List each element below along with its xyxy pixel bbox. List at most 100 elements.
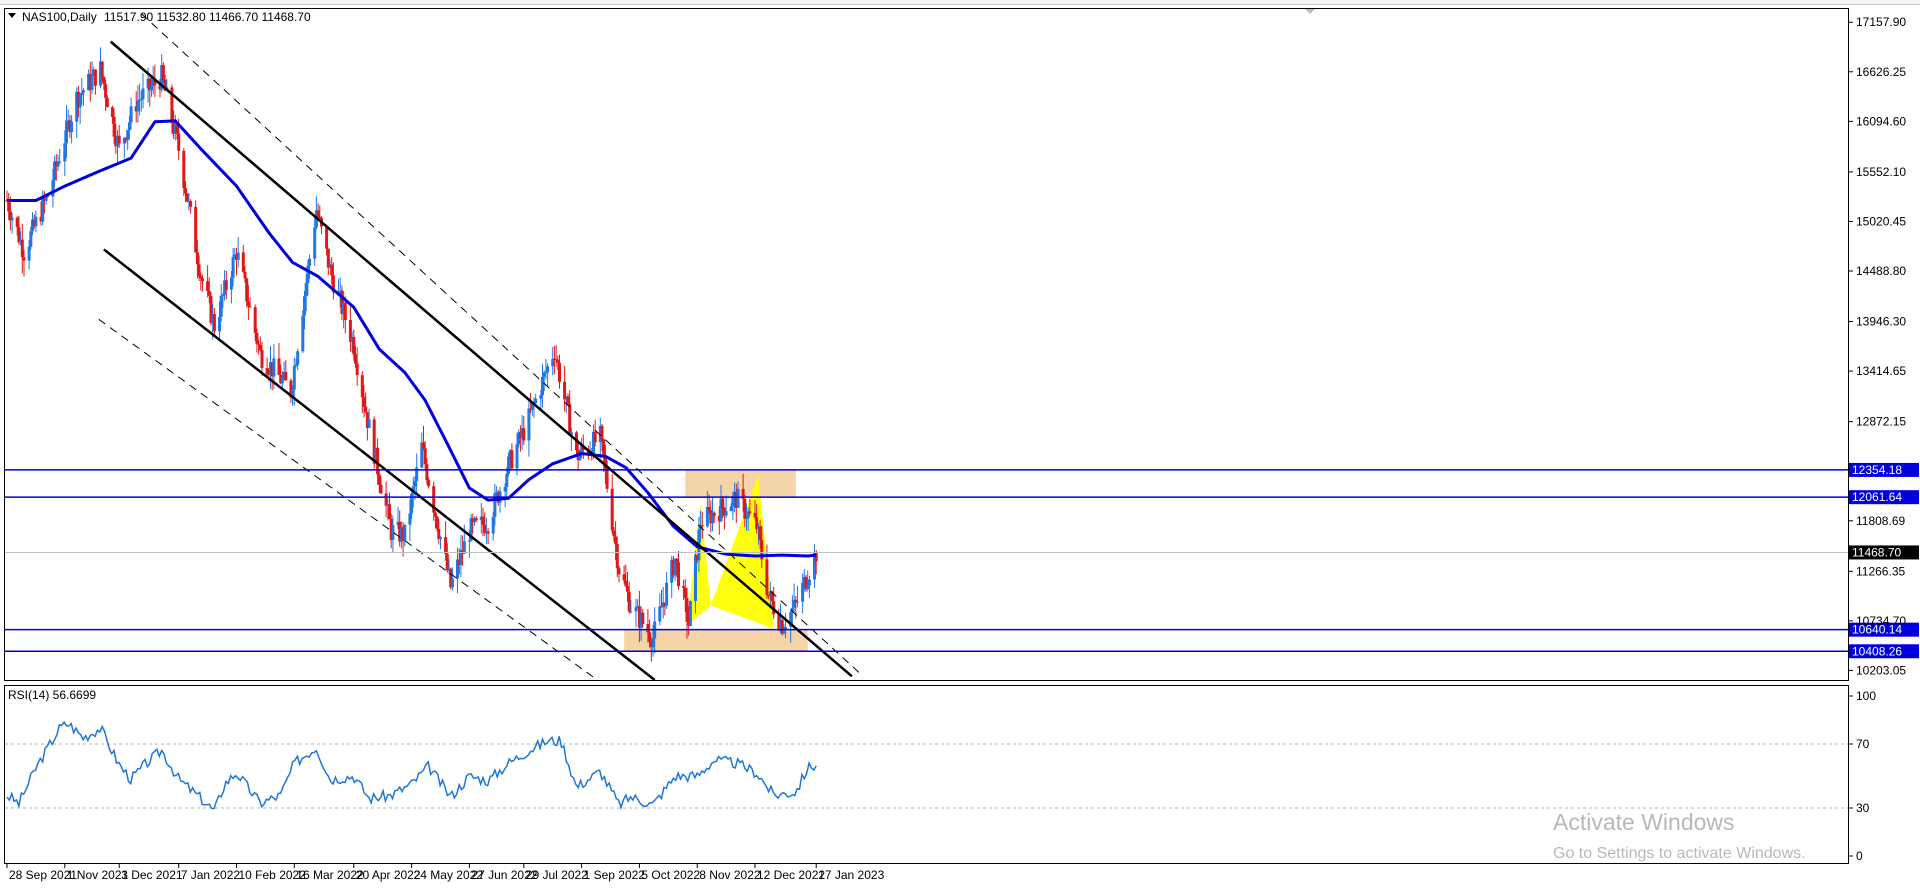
candle-body xyxy=(206,281,210,291)
candle xyxy=(308,254,312,279)
candle xyxy=(495,485,499,499)
candle-body xyxy=(355,363,359,376)
candle-body xyxy=(117,135,121,144)
channel-upper-dashed-line[interactable] xyxy=(140,13,863,676)
shift-marker-icon[interactable] xyxy=(1305,9,1315,14)
supply-demand-zone-0[interactable] xyxy=(685,469,796,497)
candle-body xyxy=(603,457,607,469)
candle xyxy=(711,497,714,532)
candle xyxy=(243,265,247,283)
supply-demand-zone-1[interactable] xyxy=(624,629,808,652)
candle xyxy=(546,363,550,387)
candle xyxy=(806,570,810,592)
candle xyxy=(483,512,487,536)
candle-body xyxy=(700,525,704,527)
candle-body xyxy=(7,200,11,212)
candle-body xyxy=(517,432,521,445)
candle xyxy=(622,565,626,584)
candle-body xyxy=(313,227,317,259)
candle-body xyxy=(675,558,679,563)
date-tick-label: 16 Mar 2022 xyxy=(296,868,364,882)
candle xyxy=(796,585,799,608)
moving-average-line[interactable] xyxy=(7,119,817,558)
candle xyxy=(493,483,497,526)
candle xyxy=(241,245,245,274)
candle-body xyxy=(187,201,191,203)
channel-upper-line[interactable] xyxy=(109,40,853,678)
symbol-menu-icon[interactable] xyxy=(8,13,16,18)
candle-body xyxy=(483,524,487,534)
candle-body xyxy=(780,620,784,634)
candle xyxy=(784,612,788,639)
candle xyxy=(792,583,796,613)
harmonic-pattern-bcd[interactable] xyxy=(710,474,774,629)
candle xyxy=(688,600,692,627)
current-price-tag xyxy=(1849,545,1919,560)
candle xyxy=(484,517,488,545)
date-tick-label: 10 Feb 2022 xyxy=(239,868,307,882)
candle-body xyxy=(709,510,713,524)
candle xyxy=(760,525,764,568)
candle-body xyxy=(236,252,240,260)
candle-body xyxy=(93,69,97,86)
candle-body xyxy=(163,79,167,91)
candle xyxy=(663,602,667,616)
candle-body xyxy=(505,473,509,488)
candle-body xyxy=(267,374,271,376)
candle-body xyxy=(231,256,235,278)
current-price-label: 11468.70 xyxy=(1852,545,1901,559)
candle xyxy=(320,215,323,235)
date-tick-label: 29 Jul 2022 xyxy=(526,868,588,882)
candle-body xyxy=(602,439,606,458)
candle xyxy=(63,130,67,176)
candle-body xyxy=(161,65,165,80)
candle xyxy=(486,527,490,545)
candle-body xyxy=(151,79,155,86)
date-tick-label: 1 Sep 2022 xyxy=(584,868,646,882)
candle xyxy=(564,395,568,414)
candle-body xyxy=(87,73,91,91)
candle-body xyxy=(558,362,561,382)
candle xyxy=(780,617,784,636)
candle-body xyxy=(462,541,466,554)
candle-body xyxy=(342,302,346,314)
candle-body xyxy=(746,511,750,519)
level-price-tag-3 xyxy=(1849,644,1919,659)
candle xyxy=(551,347,555,376)
candle xyxy=(187,193,191,211)
candle-body xyxy=(688,600,692,626)
channel-lower-line[interactable] xyxy=(103,248,656,680)
candle xyxy=(354,345,357,368)
candle-body xyxy=(338,290,342,292)
candle xyxy=(695,554,699,564)
candle-body xyxy=(389,518,393,540)
candle-body xyxy=(467,540,471,542)
candle-body xyxy=(318,217,322,219)
channel-lower-dashed-line[interactable] xyxy=(98,318,594,678)
candle xyxy=(233,247,237,259)
rsi-tick-label: 70 xyxy=(1856,737,1870,751)
candle xyxy=(282,361,286,380)
candle xyxy=(20,223,24,274)
candle-body xyxy=(34,216,38,227)
candle xyxy=(306,259,310,296)
candle xyxy=(68,114,72,139)
candle-body xyxy=(110,107,114,117)
candle-body xyxy=(760,539,764,560)
candle-body xyxy=(639,612,643,628)
candle-body xyxy=(8,211,12,221)
candle xyxy=(80,77,84,105)
candle xyxy=(122,136,126,159)
candle-body xyxy=(253,307,257,333)
candle xyxy=(712,511,716,523)
ohlc-values: 11517.90 11532.80 11466.70 11468.70 xyxy=(104,10,311,24)
candle-body xyxy=(235,254,238,260)
candle xyxy=(194,200,198,253)
rsi-line[interactable] xyxy=(6,720,817,811)
candle-body xyxy=(32,219,36,227)
candle-body xyxy=(403,524,407,542)
candle xyxy=(51,168,55,208)
candle-body xyxy=(223,280,227,296)
candle-body xyxy=(814,552,818,562)
